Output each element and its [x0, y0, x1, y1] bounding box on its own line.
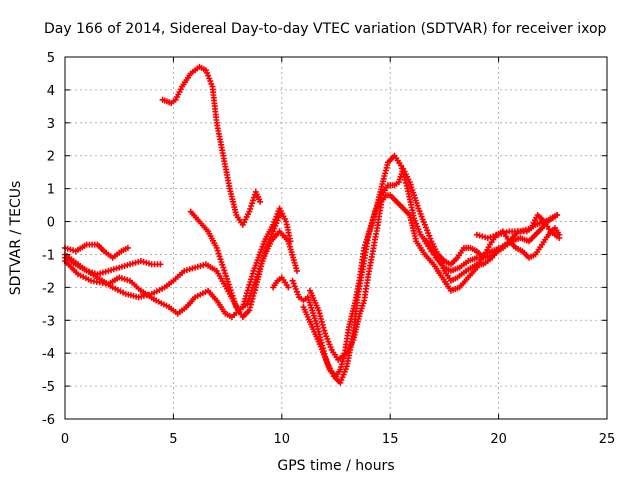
data-point-marker	[216, 253, 223, 260]
series-11	[473, 212, 563, 241]
data-point-marker	[322, 330, 329, 337]
x-tick-labels: 0 5 10 15 20 25	[61, 432, 615, 447]
y-tick-label: 3	[47, 117, 55, 132]
grid-lines	[65, 57, 607, 419]
data-point-marker	[338, 377, 345, 384]
y-tick-labels: 5 4 3 2 1 0 -1 -2 -3 -4 -5 -6	[42, 51, 55, 428]
x-tick-label: 25	[599, 432, 616, 447]
data-point-marker	[554, 212, 561, 218]
series-4	[159, 63, 264, 228]
data-point-marker	[124, 244, 131, 251]
data-point-marker	[225, 281, 232, 288]
y-tick-label: 2	[47, 150, 55, 165]
series-2	[62, 205, 294, 320]
series-line	[162, 66, 261, 226]
data-point-marker	[230, 295, 237, 302]
data-point-marker	[219, 261, 226, 268]
data-point-marker	[229, 292, 236, 299]
series-9	[307, 192, 561, 363]
y-tick-label: 5	[47, 51, 55, 66]
series-10	[421, 225, 563, 268]
data-point-marker	[321, 351, 328, 358]
y-tick-label: 0	[47, 216, 55, 231]
data-point-marker	[342, 366, 349, 373]
data-point-marker	[157, 261, 164, 268]
data-point-marker	[224, 275, 230, 282]
x-axis-label: GPS time / hours	[277, 458, 394, 474]
data-point-marker	[368, 220, 375, 227]
data-point-marker	[556, 235, 563, 241]
y-tick-label: -3	[42, 314, 55, 329]
series-line	[292, 154, 558, 378]
data-point-marker	[318, 318, 325, 325]
series-8	[300, 165, 502, 386]
data-point-marker	[340, 371, 347, 378]
data-point-marker	[221, 267, 228, 274]
y-tick-label: -2	[42, 281, 55, 296]
data-point-marker	[324, 335, 331, 342]
data-point-marker	[247, 205, 254, 212]
data-point-marker	[318, 346, 325, 353]
x-tick-label: 5	[169, 432, 177, 447]
y-tick-label: -4	[42, 347, 55, 362]
data-point-marker	[276, 212, 283, 218]
data-point-marker	[285, 284, 292, 291]
data-series	[62, 63, 563, 386]
data-point-marker	[222, 270, 229, 277]
chart-title: Day 166 of 2014, Sidereal Day-to-day VTE…	[44, 21, 607, 37]
y-tick-label: -6	[42, 413, 55, 428]
plot-frame	[64, 56, 608, 420]
x-tick-label: 15	[382, 432, 399, 447]
y-axis-label: SDTVAR / TECUs	[8, 181, 24, 296]
x-tick-label: 0	[61, 432, 69, 447]
y-tick-label: -5	[42, 380, 55, 395]
y-tick-label: -1	[42, 248, 55, 263]
data-point-marker	[323, 357, 330, 364]
x-tick-label: 20	[490, 432, 507, 447]
data-point-marker	[439, 262, 446, 269]
x-tick-label: 10	[274, 432, 291, 447]
y-tick-label: 4	[47, 84, 55, 99]
data-point-marker	[257, 198, 264, 205]
y-tick-label: 1	[47, 183, 55, 198]
data-point-marker	[232, 301, 239, 308]
series-0	[62, 241, 131, 261]
series-6	[270, 274, 292, 291]
data-point-marker	[226, 284, 233, 291]
axis-ticks	[64, 56, 608, 420]
series-5	[187, 208, 300, 320]
data-point-marker	[366, 228, 373, 235]
data-point-marker	[398, 162, 404, 169]
data-point-marker	[294, 267, 300, 274]
data-point-marker	[250, 293, 257, 299]
